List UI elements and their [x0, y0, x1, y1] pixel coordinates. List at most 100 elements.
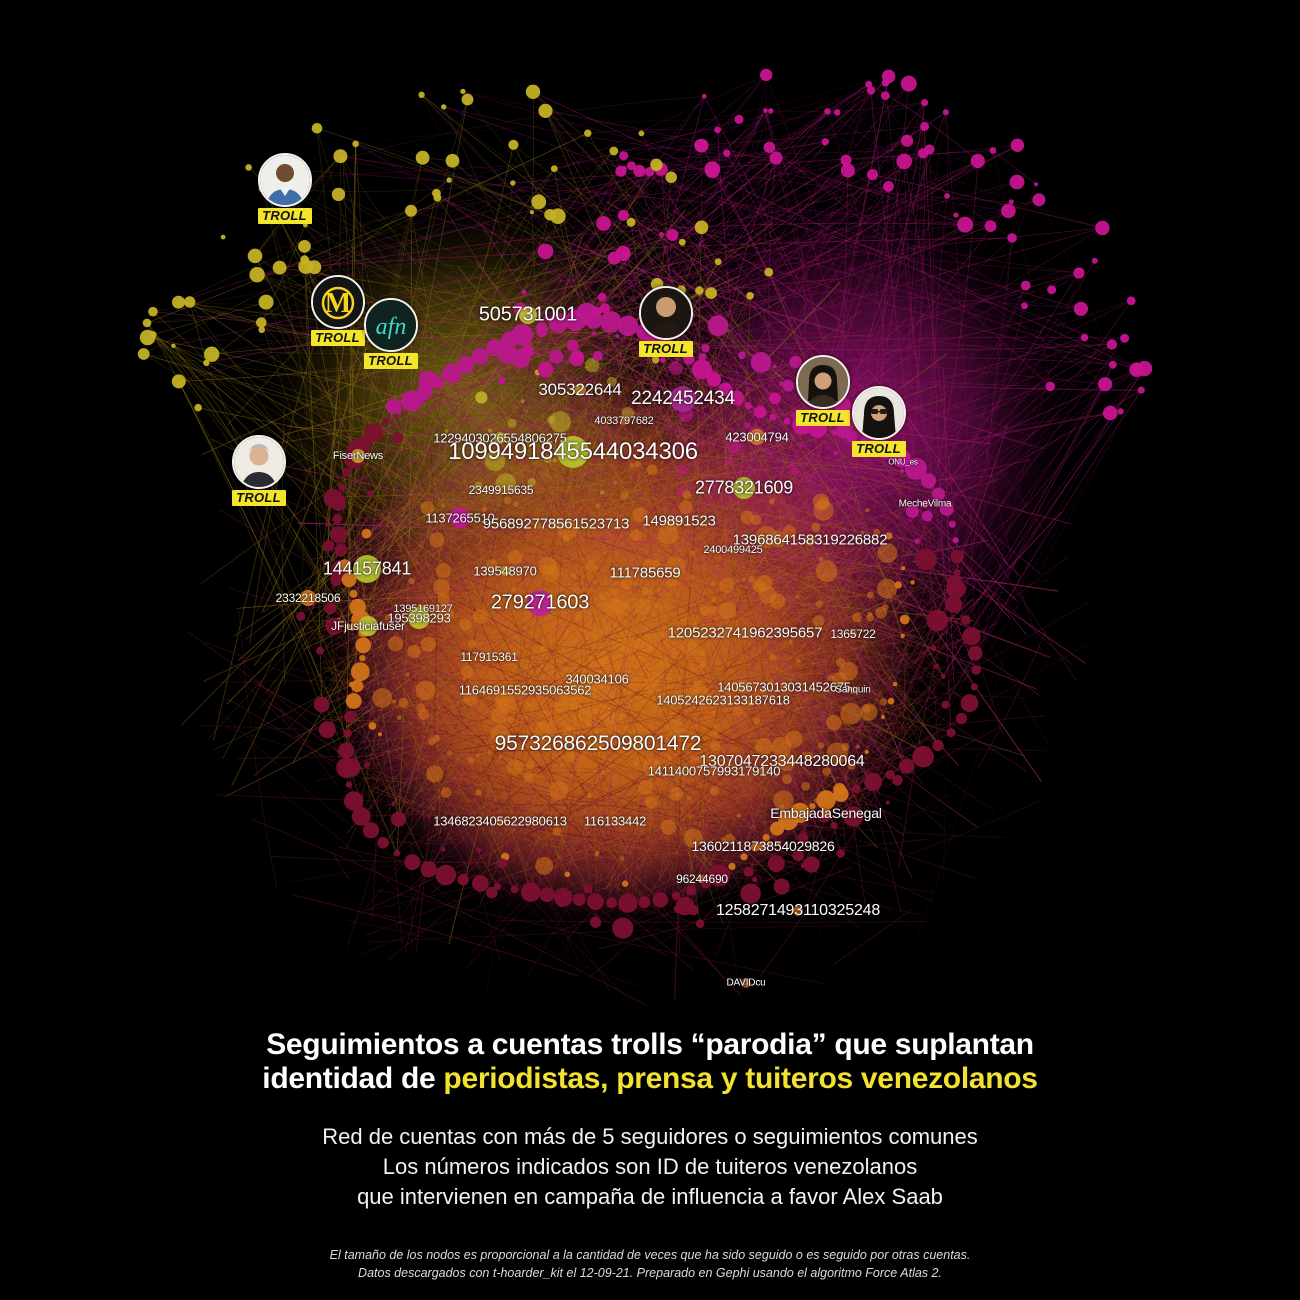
- graph-node[interactable]: [460, 88, 466, 95]
- graph-node[interactable]: [883, 181, 894, 192]
- graph-node[interactable]: [487, 750, 492, 755]
- graph-node[interactable]: [685, 654, 690, 659]
- graph-node[interactable]: [258, 294, 274, 310]
- graph-node[interactable]: [323, 540, 335, 552]
- graph-node[interactable]: [620, 490, 629, 500]
- graph-node[interactable]: [699, 661, 707, 669]
- graph-node[interactable]: [780, 683, 788, 691]
- graph-node[interactable]: [416, 383, 433, 400]
- graph-node[interactable]: [351, 807, 371, 826]
- graph-node[interactable]: [343, 729, 352, 738]
- graph-node[interactable]: [444, 429, 449, 434]
- graph-node[interactable]: [967, 645, 983, 661]
- graph-node[interactable]: [887, 697, 895, 705]
- graph-node[interactable]: [324, 602, 337, 615]
- graph-node[interactable]: [405, 204, 417, 217]
- graph-node[interactable]: [617, 209, 629, 221]
- graph-node[interactable]: [316, 646, 325, 655]
- graph-node[interactable]: [391, 811, 407, 827]
- graph-node[interactable]: [901, 566, 906, 571]
- graph-node[interactable]: [526, 760, 535, 770]
- graph-node[interactable]: [459, 618, 472, 631]
- graph-node[interactable]: [1009, 174, 1025, 190]
- graph-node[interactable]: [511, 586, 517, 593]
- graph-node[interactable]: [633, 760, 639, 766]
- graph-node[interactable]: [714, 126, 721, 134]
- graph-node[interactable]: [912, 745, 934, 768]
- graph-node[interactable]: [442, 363, 462, 384]
- graph-node[interactable]: [350, 626, 355, 632]
- graph-node[interactable]: [362, 822, 380, 839]
- graph-node[interactable]: [245, 164, 252, 171]
- graph-node[interactable]: [220, 234, 226, 240]
- graph-node[interactable]: [728, 862, 736, 871]
- graph-node[interactable]: [773, 790, 794, 811]
- graph-node[interactable]: [634, 598, 652, 615]
- graph-node[interactable]: [932, 487, 946, 501]
- graph-node[interactable]: [600, 311, 622, 333]
- graph-node[interactable]: [519, 327, 532, 339]
- graph-node[interactable]: [743, 421, 751, 429]
- graph-node[interactable]: [589, 660, 598, 669]
- graph-node[interactable]: [833, 451, 838, 456]
- graph-node[interactable]: [342, 467, 352, 477]
- graph-node[interactable]: [741, 577, 746, 582]
- graph-node[interactable]: [471, 347, 489, 365]
- graph-node[interactable]: [494, 432, 506, 444]
- graph-node[interactable]: [584, 129, 592, 137]
- graph-node[interactable]: [783, 417, 791, 425]
- graph-node[interactable]: [593, 675, 601, 683]
- graph-node[interactable]: [669, 787, 684, 801]
- graph-node[interactable]: [565, 310, 587, 331]
- graph-node[interactable]: [521, 289, 527, 295]
- graph-node[interactable]: [896, 153, 912, 170]
- graph-node[interactable]: [831, 429, 838, 436]
- graph-node[interactable]: [519, 306, 537, 324]
- graph-node[interactable]: [970, 683, 979, 691]
- graph-node[interactable]: [497, 697, 510, 711]
- graph-node[interactable]: [1020, 280, 1031, 291]
- graph-node[interactable]: [1021, 302, 1028, 310]
- graph-node[interactable]: [1126, 296, 1136, 306]
- graph-node[interactable]: [441, 847, 446, 852]
- graph-node[interactable]: [440, 787, 452, 798]
- graph-node[interactable]: [899, 759, 915, 774]
- graph-node[interactable]: [387, 636, 404, 652]
- graph-node[interactable]: [607, 251, 621, 265]
- graph-node[interactable]: [1095, 220, 1110, 236]
- graph-node[interactable]: [710, 479, 719, 487]
- graph-node[interactable]: [525, 84, 541, 100]
- graph-node[interactable]: [1106, 339, 1118, 350]
- graph-node[interactable]: [618, 893, 638, 913]
- graph-node[interactable]: [1007, 233, 1017, 243]
- graph-node[interactable]: [934, 663, 940, 669]
- graph-node[interactable]: [500, 566, 510, 576]
- graph-node[interactable]: [429, 532, 445, 548]
- graph-node[interactable]: [665, 171, 677, 184]
- graph-node[interactable]: [585, 358, 600, 373]
- graph-node[interactable]: [817, 742, 825, 749]
- graph-node[interactable]: [508, 139, 519, 150]
- graph-node[interactable]: [892, 681, 898, 687]
- graph-node[interactable]: [587, 893, 604, 910]
- graph-node[interactable]: [359, 655, 366, 662]
- graph-node[interactable]: [866, 86, 876, 95]
- graph-node[interactable]: [486, 339, 504, 357]
- graph-node[interactable]: [1008, 199, 1014, 205]
- graph-node[interactable]: [849, 630, 857, 638]
- graph-node[interactable]: [364, 423, 383, 443]
- graph-node[interactable]: [866, 591, 874, 599]
- graph-node[interactable]: [1091, 257, 1098, 264]
- graph-node[interactable]: [405, 672, 410, 677]
- graph-node[interactable]: [843, 806, 864, 827]
- graph-node[interactable]: [1080, 333, 1089, 342]
- graph-node[interactable]: [344, 710, 357, 724]
- graph-node[interactable]: [172, 295, 185, 309]
- graph-node[interactable]: [1120, 333, 1130, 343]
- graph-node[interactable]: [420, 861, 437, 878]
- graph-node[interactable]: [941, 673, 946, 679]
- graph-node[interactable]: [437, 593, 450, 606]
- graph-node[interactable]: [272, 260, 287, 275]
- graph-node[interactable]: [575, 614, 581, 620]
- graph-node[interactable]: [148, 306, 158, 317]
